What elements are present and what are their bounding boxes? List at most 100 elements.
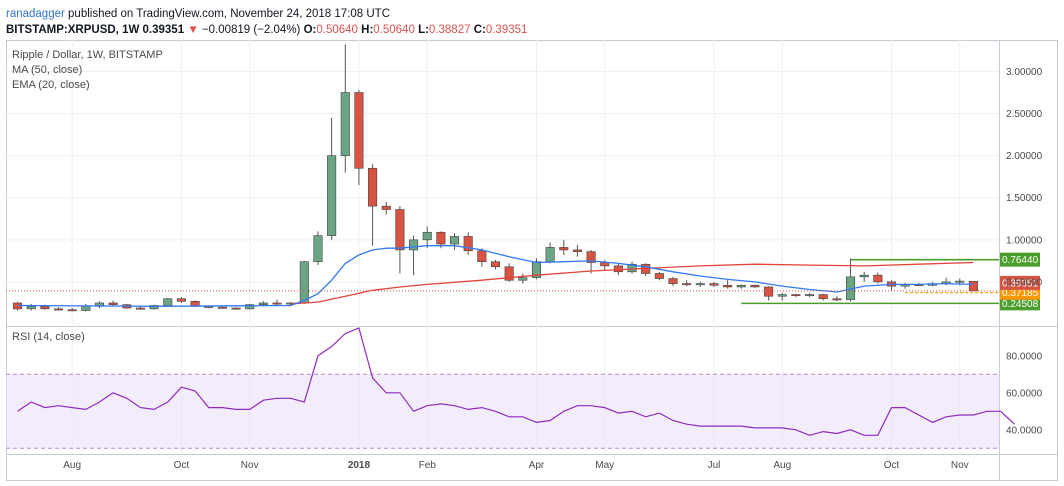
candle-body-39 [545, 247, 555, 263]
ema-20-line [17, 245, 974, 307]
candle-body-70 [968, 281, 978, 292]
symbol-label: BITSTAMP:XRPUSD, 1W [6, 24, 140, 36]
support-tag-label: 0.37185 [1002, 288, 1039, 299]
candle-body-57 [791, 294, 801, 297]
candle-body-3 [53, 308, 64, 311]
low-value: 0.38827 [428, 24, 471, 36]
legend-ema: EMA (20, close) [12, 79, 90, 91]
candle-body-10 [149, 305, 159, 310]
candle-body-5 [81, 306, 91, 311]
price-tick-label-0: 0.50000 [1006, 277, 1043, 288]
time-tick-label-6: May [595, 460, 614, 471]
candle-body-16 [231, 307, 241, 310]
candle-body-48 [668, 278, 678, 284]
time-tick-label-10: Nov [951, 460, 969, 471]
candle-body-15 [217, 306, 227, 309]
price-tick-label-2: 1.50000 [1006, 193, 1043, 204]
time-tick-label-3: 2018 [348, 460, 371, 471]
price-tick-label-5: 3.00000 [1006, 67, 1043, 78]
rsi-tick-label-0: 40.0000 [1006, 425, 1043, 436]
candle-body-58 [805, 294, 815, 297]
candle-body-55 [764, 286, 774, 297]
candle-body-29 [409, 239, 419, 251]
candle-body-40 [559, 247, 569, 251]
level-tag-bg-0 [1000, 252, 1040, 267]
candle-body-52 [723, 284, 733, 288]
rsi-band-fill [6, 374, 999, 449]
rsi-tick-label-1: 60.0000 [1006, 388, 1043, 399]
candle-body-11 [163, 298, 173, 306]
candle-body-41 [572, 249, 582, 252]
chart-header: ranadagger published on TradingView.com,… [6, 6, 1056, 38]
time-tick-label-0: Aug [63, 460, 81, 471]
published-text: published on TradingView.com, November 2… [68, 8, 391, 20]
time-tick-label-4: Feb [419, 460, 437, 471]
level-tag-label-0: 0.76440 [1002, 255, 1039, 266]
candle-body-34 [477, 250, 487, 263]
candle-body-9 [135, 307, 145, 310]
candle-body-23 [327, 155, 337, 236]
open-label: O: [303, 24, 317, 36]
high-label: H: [361, 24, 374, 36]
candle-body-37 [518, 277, 528, 281]
rsi-tick-label-2: 80.0000 [1006, 351, 1043, 362]
candle-body-56 [777, 294, 787, 297]
chart-frame[interactable]: 0.76440 0.24508 0.37185 0.39351 Aug Oct Nov 20… [6, 40, 1058, 481]
candle-body-28 [395, 209, 405, 251]
candles [13, 44, 978, 312]
candle-body-53 [736, 284, 746, 288]
candle-body-50 [695, 283, 705, 286]
candle-body-1 [26, 306, 36, 310]
candle-body-26 [368, 167, 378, 207]
rsi-band [6, 373, 999, 449]
candle-body-7 [108, 302, 118, 305]
change-text: −0.00819 (−2.04%) [201, 24, 301, 36]
candle-body-47 [654, 273, 664, 279]
candle-body-33 [463, 236, 473, 252]
high-value: 0.50640 [373, 24, 415, 36]
legend-ma: MA (50, close) [12, 64, 83, 76]
level-tag-bg-1 [1000, 296, 1040, 311]
rsi-line [17, 327, 1015, 436]
author-link[interactable]: ranadagger [6, 8, 65, 20]
last-price-tag-bg [1000, 275, 1040, 290]
candle-body-54 [750, 284, 760, 288]
candle-body-42 [586, 251, 596, 263]
candle-body-24 [340, 92, 350, 156]
candle-body-59 [818, 294, 828, 300]
candle-body-62 [859, 274, 869, 278]
ma-50-line [290, 261, 974, 305]
candle-body-2 [40, 306, 50, 310]
open-value: 0.50640 [316, 24, 358, 36]
candle-body-32 [449, 236, 460, 245]
candle-body-18 [258, 302, 268, 305]
candle-body-51 [709, 283, 719, 286]
candle-body-30 [422, 231, 432, 241]
candle-body-27 [381, 205, 391, 210]
candle-body-69 [955, 280, 965, 283]
candle-body-12 [176, 298, 186, 302]
last-price-text: 0.39351 [142, 24, 185, 36]
down-arrow-icon: ▼ [187, 24, 199, 36]
main-legend: Ripple / Dollar, 1W, BITSTAMP MA (50, cl… [12, 48, 163, 93]
time-tick-label-5: Apr [529, 460, 545, 471]
moving-averages [17, 245, 974, 307]
publish-line: ranadagger published on TradingView.com,… [6, 6, 1056, 22]
last-price-tag-label: 0.39351 [1002, 278, 1039, 289]
candle-body-49 [682, 283, 692, 286]
candle-body-38 [531, 261, 541, 279]
candle-body-35 [490, 261, 501, 268]
symbol-line: BITSTAMP:XRPUSD, 1W 0.39351 ▼ −0.00819 (… [6, 22, 1056, 38]
candle-body-60 [832, 298, 842, 301]
rsi-line-group [17, 327, 1015, 436]
price-tick-label-1: 1.00000 [1006, 235, 1043, 246]
candle-body-63 [873, 274, 883, 283]
time-tick-label-9: Oct [884, 460, 900, 471]
time-tick-label-7: Jul [708, 460, 721, 471]
rsi-legend: RSI (14, close) [12, 330, 85, 345]
candle-body-21 [299, 261, 309, 304]
legend-title: Ripple / Dollar, 1W, BITSTAMP [12, 49, 163, 61]
close-label: C: [473, 24, 486, 36]
